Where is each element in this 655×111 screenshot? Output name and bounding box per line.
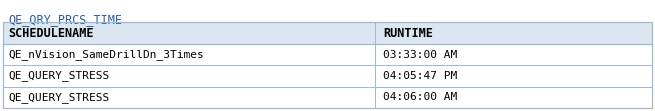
Bar <box>3 22 652 108</box>
Text: 03:33:00 AM: 03:33:00 AM <box>383 50 457 60</box>
Bar <box>3 22 652 44</box>
Bar <box>3 22 652 108</box>
Text: 04:05:47 PM: 04:05:47 PM <box>383 71 457 81</box>
Text: QE_QUERY_STRESS: QE_QUERY_STRESS <box>8 71 109 81</box>
Text: RUNTIME: RUNTIME <box>383 27 433 40</box>
Text: QE_nVision_SameDrillDn_3Times: QE_nVision_SameDrillDn_3Times <box>8 49 204 60</box>
Bar <box>3 44 652 65</box>
Text: 04:06:00 AM: 04:06:00 AM <box>383 92 457 102</box>
Text: QE_QRY_PRCS_TIME: QE_QRY_PRCS_TIME <box>8 13 122 26</box>
Bar <box>3 87 652 108</box>
Text: SCHEDULENAME: SCHEDULENAME <box>8 27 94 40</box>
Text: QE_QUERY_STRESS: QE_QUERY_STRESS <box>8 92 109 103</box>
Bar <box>3 65 652 87</box>
